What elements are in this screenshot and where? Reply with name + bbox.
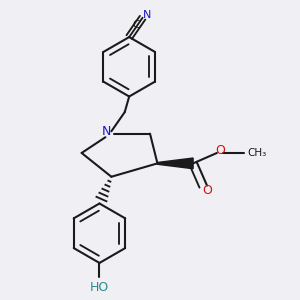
Text: N: N — [143, 10, 151, 20]
Text: O: O — [215, 144, 225, 157]
Text: N: N — [102, 125, 112, 138]
Text: C: C — [132, 20, 140, 30]
Text: O: O — [202, 184, 212, 196]
Text: CH₃: CH₃ — [247, 148, 266, 158]
Text: HO: HO — [89, 281, 109, 294]
Polygon shape — [158, 158, 193, 169]
